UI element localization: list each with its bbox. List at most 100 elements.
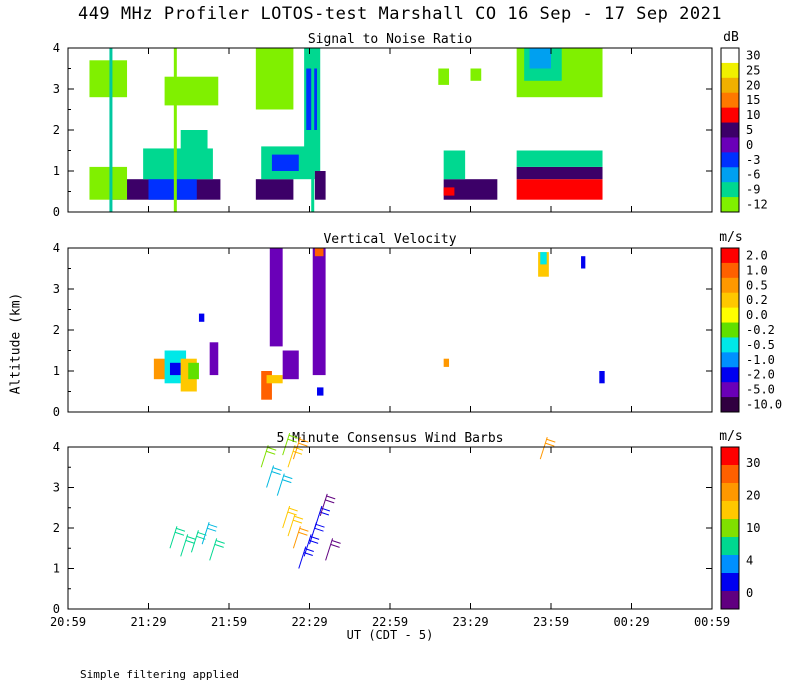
wind-barb-flag bbox=[330, 543, 340, 548]
wind-barb bbox=[180, 534, 189, 557]
wind-barb bbox=[287, 513, 296, 537]
x-tick-label: 22:59 bbox=[372, 615, 408, 629]
colorbar-frame bbox=[720, 247, 740, 413]
wind-barb-flag bbox=[293, 446, 304, 451]
panel-2: Vertical Velocity 0 1 2 3 4 m/s 2.01.00.50.20.0… bbox=[53, 230, 782, 419]
colorbar-label: -0.2 bbox=[746, 323, 775, 337]
data-cell bbox=[188, 362, 199, 380]
colorbar-label: 0 bbox=[746, 586, 753, 600]
wind-barb-flag bbox=[185, 539, 195, 544]
data-cell bbox=[443, 358, 450, 367]
colorbar-swatch bbox=[721, 555, 739, 574]
colorbar-swatch bbox=[721, 167, 739, 183]
y-tick-label: 3 bbox=[53, 282, 60, 296]
colorbar-label: -0.5 bbox=[746, 338, 775, 352]
panel-1: Signal to Noise Ratio01234dB302520151050… bbox=[53, 30, 768, 219]
x-tick-label: 23:29 bbox=[452, 615, 488, 629]
colorbar-label: 30 bbox=[746, 456, 760, 470]
colorbar-swatch bbox=[721, 152, 739, 168]
colorbar-label: -1.0 bbox=[746, 353, 775, 367]
wind-barb-flag bbox=[288, 434, 298, 439]
wind-barb-flag bbox=[299, 527, 309, 532]
panel-title: 5 Minute Consensus Wind Barbs bbox=[277, 431, 504, 446]
colorbar-swatch bbox=[721, 501, 739, 520]
wind-barb-flag bbox=[207, 527, 217, 532]
wind-barb bbox=[260, 445, 269, 468]
colorbar-label: 0.0 bbox=[746, 308, 768, 322]
colorbar-swatch bbox=[721, 262, 739, 279]
x-tick-label: 22:29 bbox=[291, 615, 327, 629]
data-cell bbox=[470, 68, 482, 81]
wind-barb bbox=[190, 530, 199, 553]
wind-barb bbox=[201, 522, 210, 545]
colorbar-swatch bbox=[721, 307, 739, 324]
wind-barb-flag bbox=[271, 471, 281, 475]
x-tick-label: 23:59 bbox=[533, 615, 569, 629]
data-cell bbox=[317, 387, 324, 396]
colorbar-swatch bbox=[721, 277, 739, 294]
y-tick-label: 2 bbox=[53, 123, 60, 137]
colorbar-swatch bbox=[721, 382, 739, 398]
x-tick-label: 00:59 bbox=[694, 615, 730, 629]
data-cell bbox=[516, 179, 603, 200]
data-cell bbox=[266, 375, 283, 384]
colorbar-swatch bbox=[721, 397, 739, 413]
colorbar-swatch bbox=[721, 537, 739, 556]
colorbar-label: 4 bbox=[746, 553, 753, 567]
wind-barb bbox=[266, 465, 275, 488]
data-cell bbox=[164, 76, 219, 106]
wind-barb-flag bbox=[272, 467, 282, 471]
data-cell bbox=[261, 371, 272, 400]
y-tick-label: 0 bbox=[53, 205, 60, 219]
y-tick-label: 0 bbox=[53, 405, 60, 419]
data-cell bbox=[529, 48, 551, 69]
wind-barb bbox=[209, 538, 218, 561]
data-cell bbox=[443, 150, 466, 180]
wind-barb bbox=[287, 445, 296, 468]
colorbar-frame bbox=[720, 446, 740, 610]
x-tick-label: 00:29 bbox=[613, 615, 649, 629]
data-cell bbox=[198, 313, 205, 322]
y-tick-label: 0 bbox=[53, 602, 60, 616]
colorbar-label: -9 bbox=[746, 183, 760, 197]
wind-barb-flag bbox=[266, 450, 276, 455]
colorbar-label: -2.0 bbox=[746, 368, 775, 382]
wind-barb-flag bbox=[283, 475, 293, 480]
colorbar-label: 20 bbox=[746, 78, 760, 92]
y-tick-label: 2 bbox=[53, 323, 60, 337]
y-tick-label: 3 bbox=[53, 481, 60, 495]
colorbar-label: 20 bbox=[746, 489, 760, 503]
colorbar-label: 0.2 bbox=[746, 293, 768, 307]
data-cell bbox=[169, 362, 181, 376]
y-tick-label: 2 bbox=[53, 521, 60, 535]
colorbar-swatch bbox=[721, 322, 739, 338]
data-cell bbox=[581, 256, 586, 269]
data-cell bbox=[540, 252, 547, 265]
panel-frame bbox=[67, 247, 713, 413]
wind-barb-flag bbox=[288, 507, 298, 512]
wind-barb-flag bbox=[314, 527, 324, 532]
colorbar-label: 10 bbox=[746, 108, 760, 122]
data-cell bbox=[438, 68, 450, 85]
data-cell bbox=[538, 252, 549, 277]
wind-barb-flag bbox=[175, 527, 186, 532]
colorbar-swatch bbox=[721, 591, 739, 610]
data-cell bbox=[89, 166, 128, 200]
wind-barb-flag bbox=[282, 479, 292, 484]
y-tick-label: 3 bbox=[53, 82, 60, 96]
panel-frame bbox=[67, 446, 713, 610]
data-cell bbox=[599, 371, 605, 384]
colorbar-swatch bbox=[721, 352, 739, 368]
colorbar-unit: dB bbox=[723, 30, 739, 45]
wind-barb-flag bbox=[299, 438, 309, 443]
colorbar-label: 2.0 bbox=[746, 248, 768, 262]
wind-barb bbox=[282, 505, 291, 529]
colorbar-label: 30 bbox=[746, 48, 760, 62]
colorbar-label: 5 bbox=[746, 123, 753, 137]
data-cell bbox=[89, 60, 128, 98]
wind-barb bbox=[319, 493, 328, 517]
colorbar-swatch bbox=[721, 107, 739, 124]
data-cell bbox=[143, 148, 213, 180]
data-cell bbox=[271, 154, 299, 171]
data-cell bbox=[516, 166, 603, 180]
